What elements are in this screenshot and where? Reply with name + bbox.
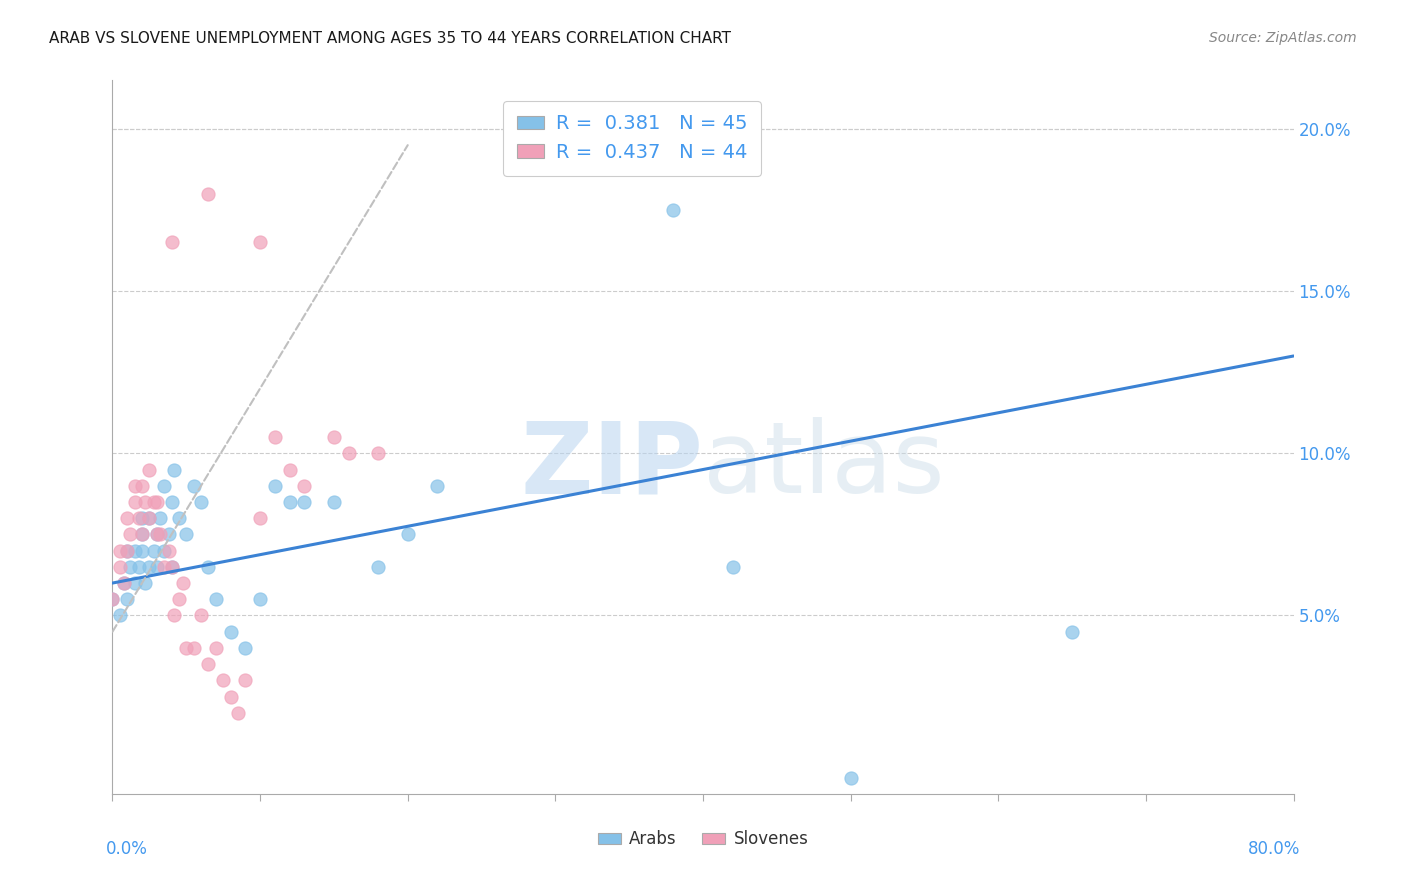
Point [131, 543, 153, 558]
Point [205, 592, 228, 607]
Point [367, 446, 389, 460]
Point [153, 479, 176, 493]
Point [190, 608, 212, 623]
Point [163, 462, 186, 476]
Text: Source: ZipAtlas.com: Source: ZipAtlas.com [1209, 31, 1357, 45]
Point [183, 640, 205, 655]
Legend: Arabs, Slovenes: Arabs, Slovenes [591, 824, 815, 855]
Point [396, 527, 419, 541]
Text: atlas: atlas [703, 417, 945, 514]
Point [108, 608, 131, 623]
Point [160, 495, 183, 509]
Point [101, 592, 124, 607]
Point [1062, 624, 1084, 639]
Point [264, 430, 287, 444]
Point [117, 543, 138, 558]
Point [197, 657, 219, 672]
Point [323, 495, 346, 509]
Point [197, 186, 219, 201]
Point [131, 527, 153, 541]
Point [142, 495, 165, 509]
Point [124, 495, 146, 509]
Point [138, 462, 160, 476]
Point [219, 624, 242, 639]
Point [172, 576, 194, 591]
Text: 0.0%: 0.0% [105, 840, 148, 858]
Point [112, 576, 135, 591]
Point [134, 576, 156, 591]
Point [233, 640, 256, 655]
Point [108, 543, 131, 558]
Point [131, 511, 153, 525]
Point [197, 559, 219, 574]
Point [212, 673, 235, 688]
Text: ZIP: ZIP [520, 417, 703, 514]
Point [146, 559, 169, 574]
Point [108, 559, 131, 574]
Point [157, 543, 180, 558]
Text: ARAB VS SLOVENE UNEMPLOYMENT AMONG AGES 35 TO 44 YEARS CORRELATION CHART: ARAB VS SLOVENE UNEMPLOYMENT AMONG AGES … [49, 31, 731, 46]
Point [292, 479, 315, 493]
Point [134, 495, 156, 509]
Point [249, 235, 271, 250]
Point [278, 495, 301, 509]
Point [167, 592, 190, 607]
Point [117, 543, 138, 558]
Point [124, 479, 146, 493]
Text: 80.0%: 80.0% [1249, 840, 1301, 858]
Point [163, 608, 186, 623]
Point [839, 771, 862, 785]
Point [138, 511, 160, 525]
Point [226, 706, 249, 720]
Point [131, 479, 153, 493]
Point [128, 559, 150, 574]
Point [160, 559, 183, 574]
Point [721, 559, 744, 574]
Point [278, 462, 301, 476]
Point [124, 576, 146, 591]
Point [219, 690, 242, 704]
Point [174, 527, 197, 541]
Point [205, 640, 228, 655]
Point [323, 430, 346, 444]
Point [149, 511, 172, 525]
Point [160, 235, 183, 250]
Point [167, 511, 190, 525]
Point [233, 673, 256, 688]
Point [662, 202, 685, 217]
Point [190, 495, 212, 509]
Point [249, 592, 271, 607]
Point [426, 479, 449, 493]
Point [183, 479, 205, 493]
Point [138, 511, 160, 525]
Point [146, 495, 169, 509]
Point [117, 511, 138, 525]
Point [131, 527, 153, 541]
Point [160, 559, 183, 574]
Point [101, 592, 124, 607]
Point [142, 543, 165, 558]
Point [124, 543, 146, 558]
Point [117, 592, 138, 607]
Point [149, 527, 172, 541]
Point [367, 559, 389, 574]
Point [146, 527, 169, 541]
Point [120, 527, 142, 541]
Point [146, 527, 169, 541]
Point [128, 511, 150, 525]
Point [337, 446, 360, 460]
Point [264, 479, 287, 493]
Point [157, 527, 180, 541]
Point [249, 511, 271, 525]
Point [120, 559, 142, 574]
Point [153, 543, 176, 558]
Point [112, 576, 135, 591]
Point [292, 495, 315, 509]
Legend: R =  0.381   N = 45, R =  0.437   N = 44: R = 0.381 N = 45, R = 0.437 N = 44 [503, 101, 761, 176]
Point [138, 559, 160, 574]
Point [153, 559, 176, 574]
Point [174, 640, 197, 655]
